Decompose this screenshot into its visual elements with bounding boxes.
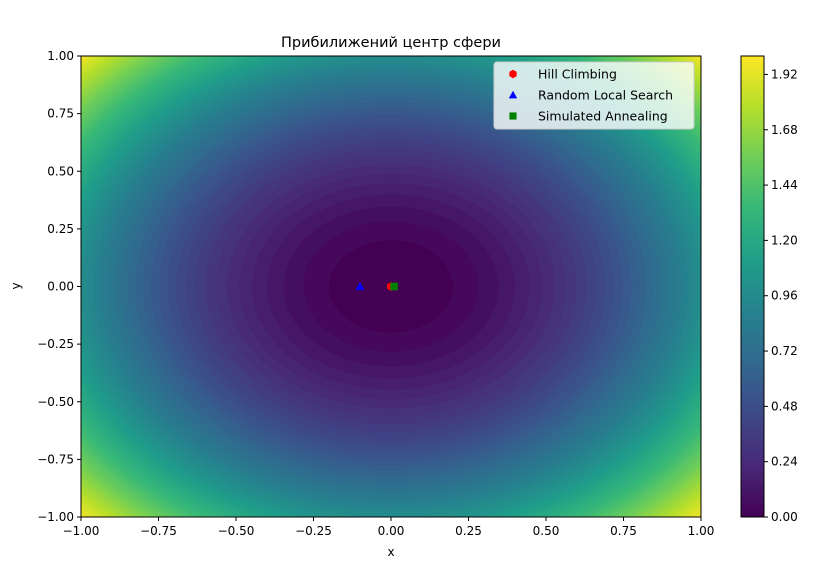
data-point [390,282,398,291]
colorbar: 0.00 0.24 0.48 0.72 0.96 1.20 1.44 1.68 1.92 [740,55,798,524]
x-axis-label: x [387,545,394,559]
colorbar-tick-label: 1.20 [771,233,798,247]
y-tick-label: −0.25 [37,337,74,351]
colorbar-tick-label: 1.68 [771,123,798,137]
y-tick-label: 1.00 [47,49,74,63]
x-tick-label: 0.00 [378,524,405,538]
y-axis-label: y [9,282,23,289]
x-tick-label: −0.75 [140,524,177,538]
colorbar-tick-label: 1.44 [771,178,798,192]
x-tick-label: 0.75 [610,524,637,538]
data-point [355,282,365,291]
x-tick-label: −1.00 [63,524,100,538]
colorbar-tick-label: 0.00 [771,510,798,524]
colorbar-tick-label: 0.24 [771,455,798,469]
x-tick-label: −0.25 [295,524,332,538]
series-points [355,282,398,291]
y-tick-label: 0.75 [47,107,74,121]
y-axis: −1.00 −0.75 −0.50 −0.25 0.00 0.25 0.50 0.75 1.00 [37,49,81,524]
colorbar-tick-label: 0.72 [771,344,798,358]
x-tick-label: 0.25 [455,524,482,538]
legend: Hill Climbing Random Local Search Simulate… [493,61,695,130]
y-tick-label: −0.75 [37,452,74,466]
y-tick-label: 0.25 [47,222,74,236]
y-tick-label: 0.50 [47,164,74,178]
legend-box [493,61,695,130]
x-tick-label: 0.50 [533,524,560,538]
colorbar-tick-label: 1.92 [771,67,798,81]
colorbar-scale [740,55,765,518]
colorbar-tick-label: 0.96 [771,289,798,303]
y-tick-label: −0.50 [37,395,74,409]
legend-label: Hill Climbing [538,67,617,82]
legend-label: Simulated Annealing [538,109,668,124]
colorbar-tick-label: 0.48 [771,399,798,413]
legend-label: Random Local Search [538,88,673,103]
x-axis: −1.00 −0.75 −0.50 −0.25 0.00 0.25 0.50 0.75 1.00 [63,517,715,538]
x-tick-label: −0.50 [218,524,255,538]
y-tick-label: 0.00 [47,280,74,294]
legend-marker [508,90,518,99]
chart-title: Прибилижений центр сфери [281,35,501,51]
legend-marker [509,69,517,79]
legend-marker [509,112,517,120]
x-tick-label: 1.00 [688,524,715,538]
y-tick-label: −1.00 [37,510,74,524]
